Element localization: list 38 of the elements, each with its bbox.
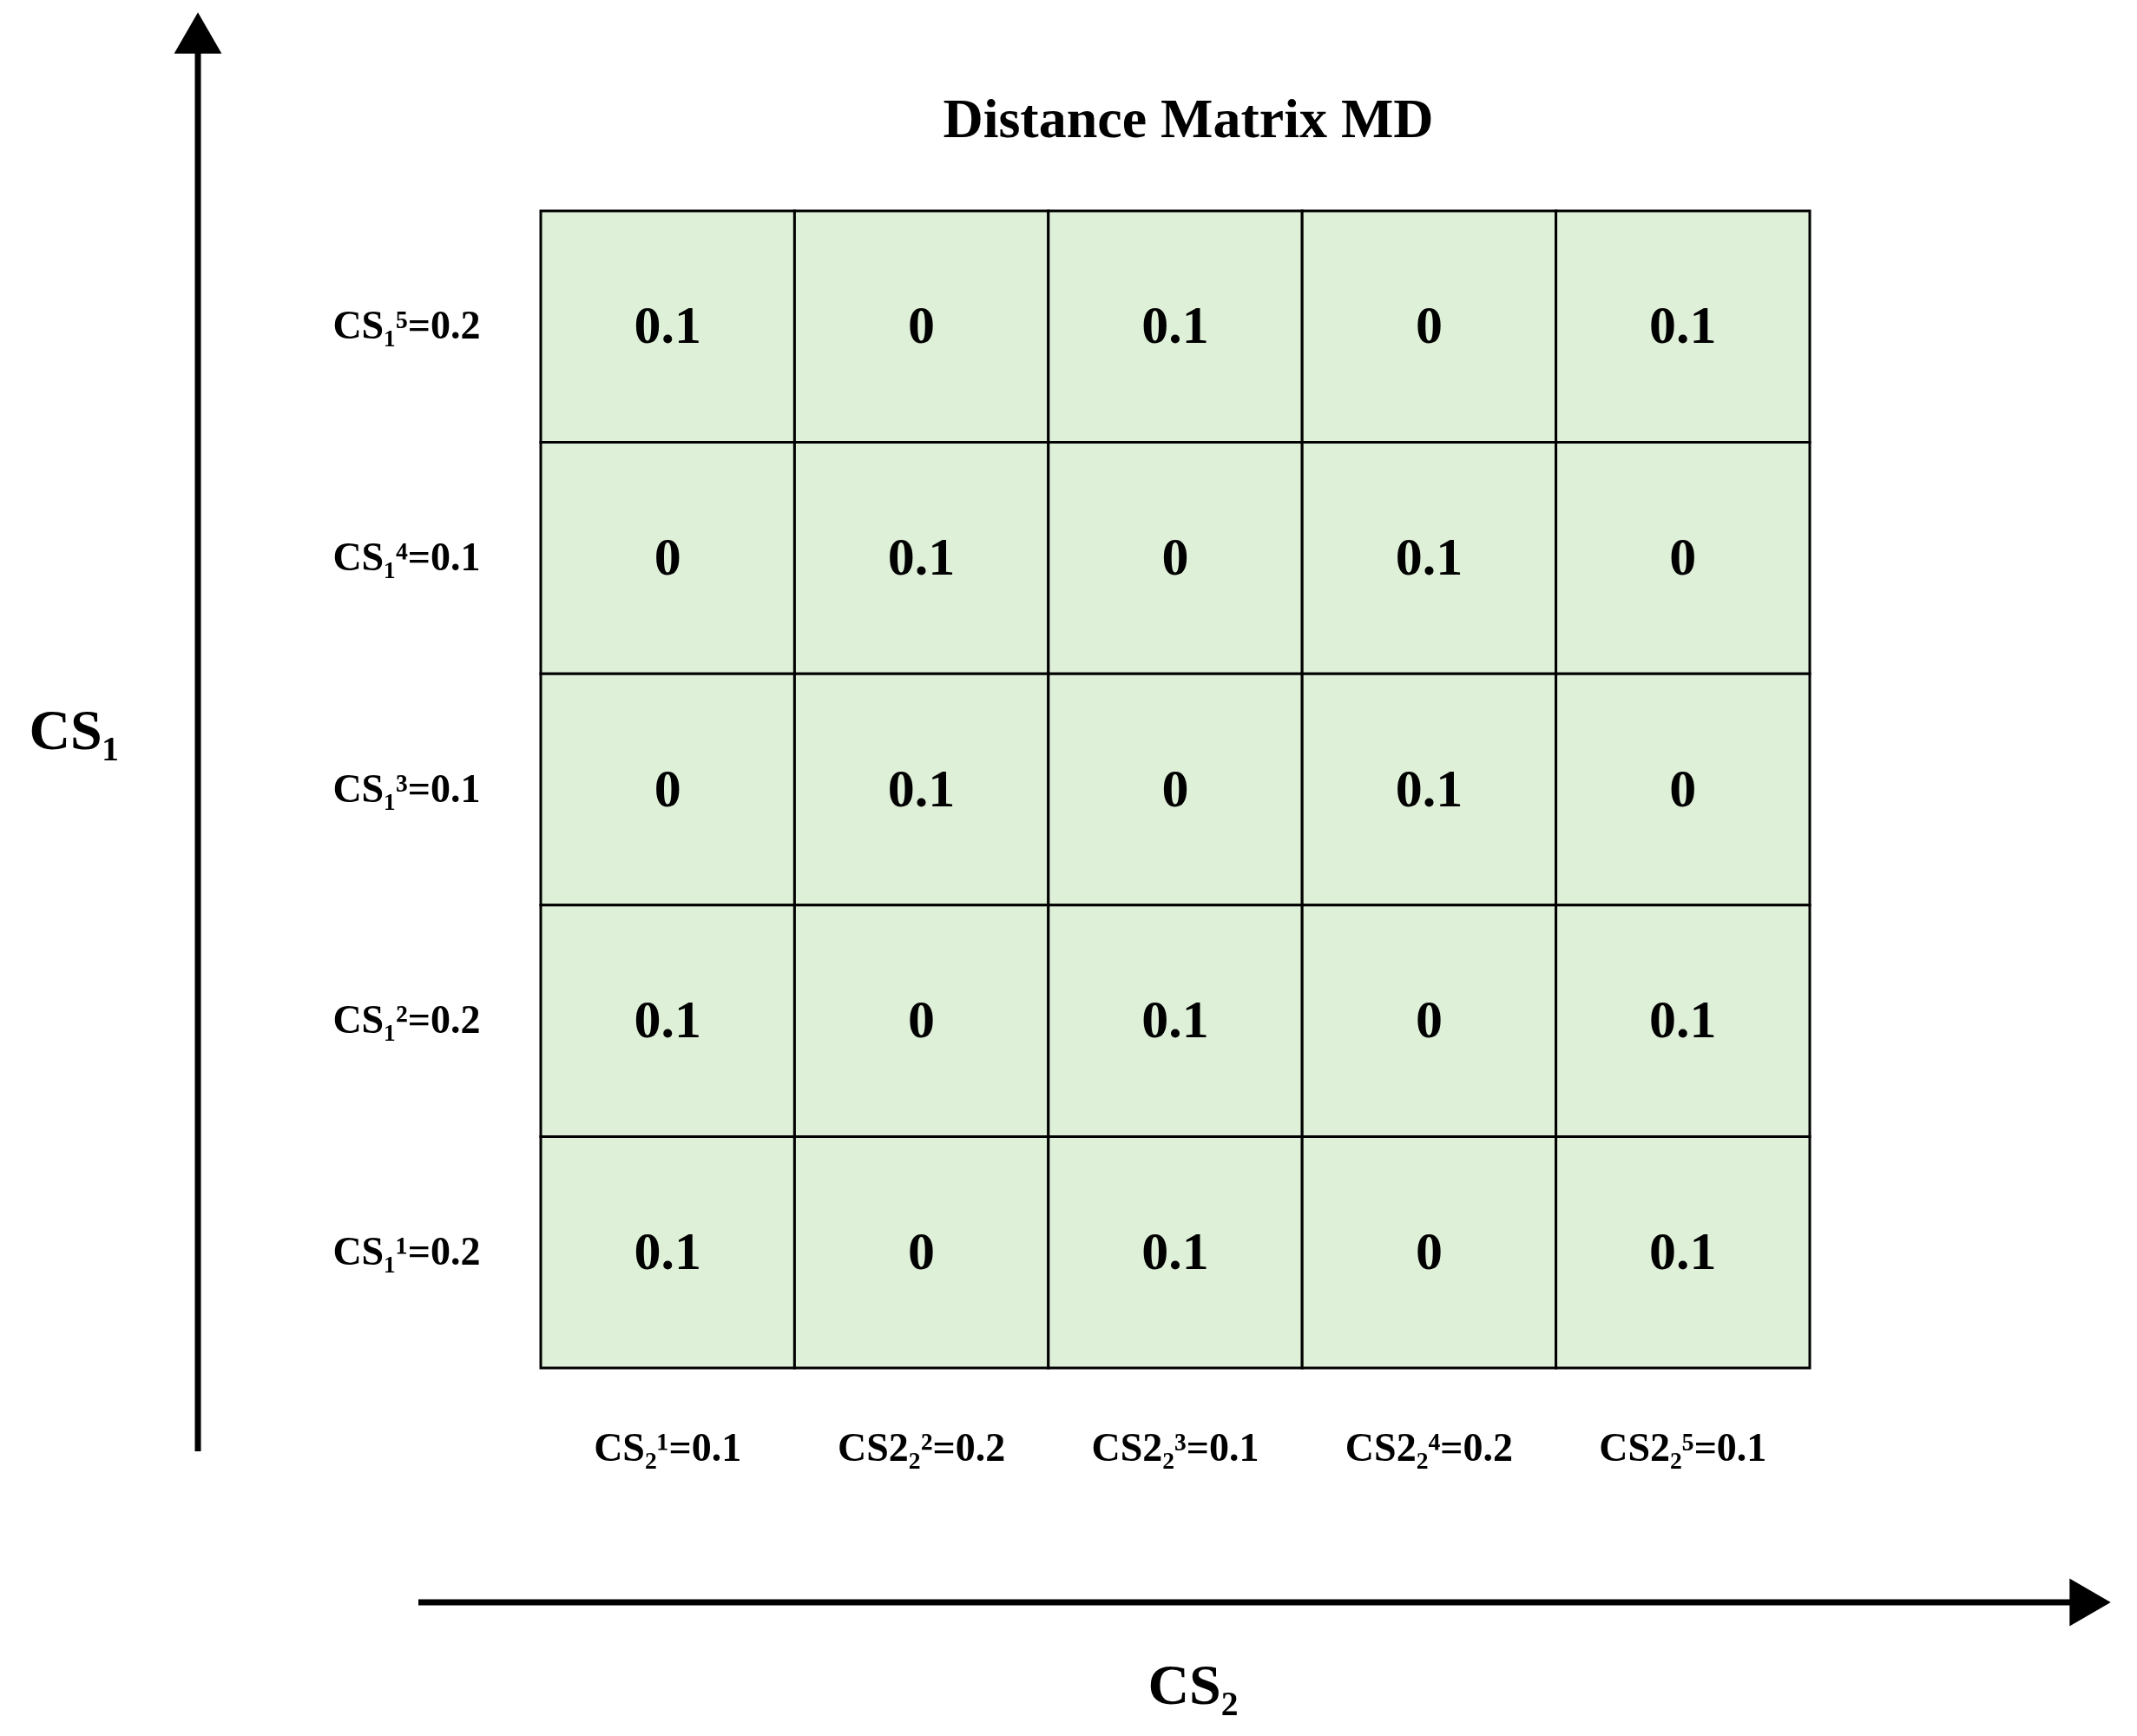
- data-label: 0: [654, 758, 681, 818]
- x-tick-label: CS₂¹=0.1: [594, 1424, 742, 1470]
- data-label: 0.1: [887, 526, 956, 586]
- data-label: 0: [1669, 758, 1697, 818]
- data-label: 0.1: [1395, 758, 1463, 818]
- data-label: 0: [1669, 526, 1697, 586]
- y-tick-label: CS₁¹=0.2: [332, 1228, 481, 1273]
- x-tick-label: CS2₂⁵=0.1: [1599, 1424, 1767, 1470]
- y-tick-label: CS₁³=0.1: [332, 766, 481, 811]
- data-label: 0.1: [1649, 990, 1717, 1049]
- y-tick-label: CS₁²=0.2: [332, 997, 481, 1042]
- y-tick-label: CS₁⁴=0.1: [332, 534, 481, 579]
- data-label: 0: [1415, 295, 1443, 355]
- data-label: 0.1: [1395, 526, 1463, 586]
- data-label: 0: [908, 295, 936, 355]
- chart-title: Distance Matrix MD: [943, 88, 1434, 149]
- data-label: 0.1: [1649, 295, 1717, 355]
- x-tick-label: CS2₂⁴=0.2: [1345, 1424, 1513, 1470]
- data-label: 0.1: [634, 1220, 701, 1280]
- y-axis-title: CS₁: [29, 697, 120, 761]
- data-label: 0.1: [887, 758, 956, 818]
- data-label: 0.1: [634, 990, 701, 1049]
- x-axis-title: CS₂: [1147, 1652, 1239, 1716]
- data-label: 0.1: [1141, 1220, 1209, 1280]
- data-label: 0: [1161, 758, 1189, 818]
- x-tick-label: CS2₂³=0.1: [1091, 1424, 1259, 1470]
- data-label: 0: [1415, 990, 1443, 1049]
- data-label: 0: [908, 990, 936, 1049]
- data-label: 0: [1161, 526, 1189, 586]
- data-label: 0: [654, 526, 681, 586]
- data-label: 0.1: [634, 295, 701, 355]
- data-label: 0.1: [1649, 1220, 1717, 1280]
- data-label: 0: [1415, 1220, 1443, 1280]
- data-label: 0.1: [1141, 990, 1209, 1049]
- y-tick-label: CS₁⁵=0.2: [332, 303, 481, 348]
- data-label: 0.1: [1141, 295, 1209, 355]
- data-label: 0: [908, 1220, 936, 1280]
- x-tick-label: CS2₂²=0.2: [838, 1424, 1006, 1470]
